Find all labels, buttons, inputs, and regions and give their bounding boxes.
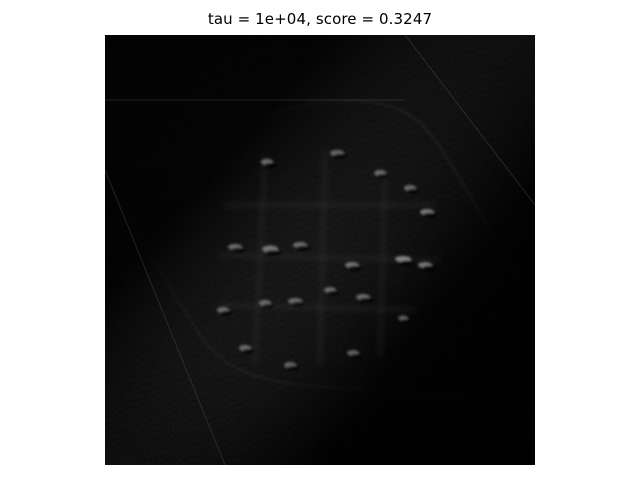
figure-title: tau = 1e+04, score = 0.3247: [207, 10, 433, 28]
reconstruction-image: [105, 35, 535, 465]
